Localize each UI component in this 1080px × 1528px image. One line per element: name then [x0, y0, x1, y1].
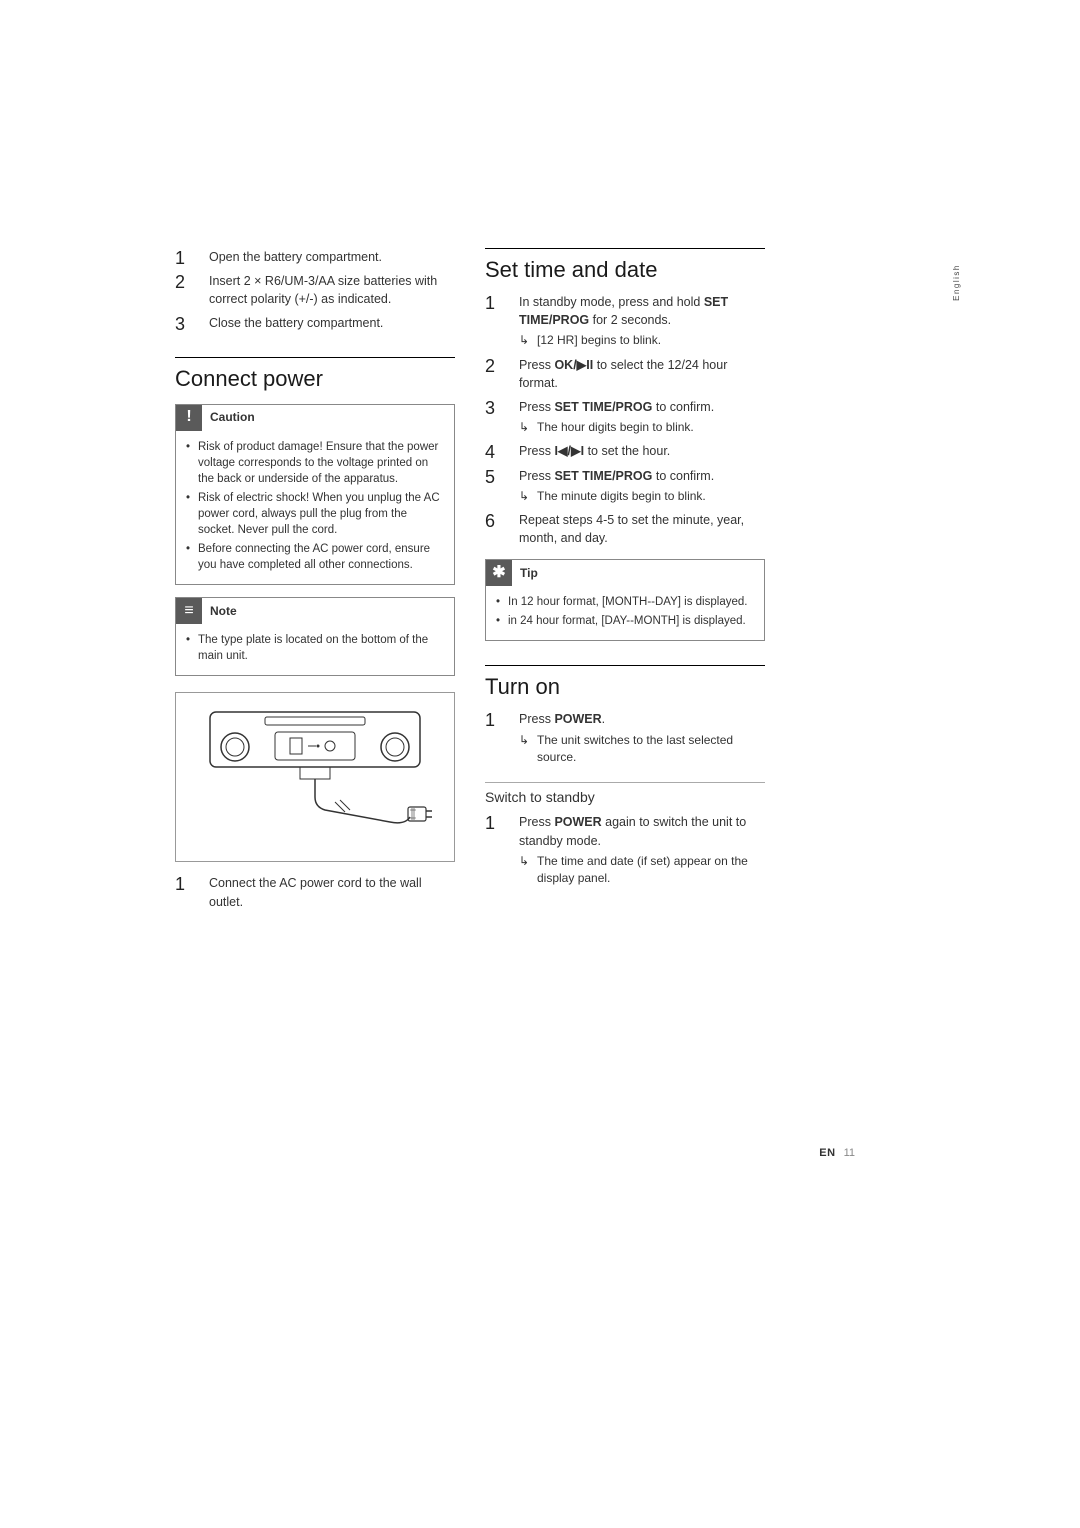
set-time-step-5: 5 Press SET TIME/PROG to confirm. The mi… — [485, 467, 765, 506]
step-text: Close the battery compartment. — [209, 316, 383, 330]
step-sub: The minute digits begin to blink. — [519, 488, 765, 505]
tip-label: Tip — [520, 565, 538, 582]
tip-item: in 24 hour format, [DAY--MONTH] is displ… — [496, 613, 754, 629]
set-time-step-1: 1 In standby mode, press and hold SET TI… — [485, 293, 765, 350]
battery-step-2: 2Insert 2 × R6/UM-3/AA size batteries wi… — [175, 272, 455, 308]
set-time-step-3: 3 Press SET TIME/PROG to confirm. The ho… — [485, 398, 765, 437]
standby-steps: 1 Press POWER again to switch the unit t… — [485, 813, 765, 887]
step-text: Repeat steps 4-5 to set the minute, year… — [519, 513, 744, 545]
page-content: English 1Open the battery compartment. 2… — [175, 248, 855, 917]
battery-step-1: 1Open the battery compartment. — [175, 248, 455, 266]
caution-label: Caution — [210, 409, 255, 426]
step-text: Press POWER. — [519, 712, 605, 726]
tip-header: ✱ Tip — [486, 560, 764, 586]
tip-icon: ✱ — [486, 560, 512, 586]
step-sub: The unit switches to the last selected s… — [519, 732, 765, 767]
note-icon: ≡ — [176, 598, 202, 624]
connect-power-heading: Connect power — [175, 357, 455, 392]
note-header: ≡ Note — [176, 598, 454, 624]
step-text: Press POWER again to switch the unit to … — [519, 815, 746, 847]
caution-item: Risk of product damage! Ensure that the … — [186, 439, 444, 487]
right-column: Set time and date 1 In standby mode, pre… — [485, 248, 765, 893]
set-time-step-4: 4 Press I◀/▶I to set the hour. — [485, 442, 765, 460]
note-item: The type plate is located on the bottom … — [186, 632, 444, 664]
connect-step-1: 1Connect the AC power cord to the wall o… — [175, 874, 455, 910]
footer-page: 11 — [844, 1147, 855, 1159]
set-time-step-6: 6 Repeat steps 4-5 to set the minute, ye… — [485, 511, 765, 547]
tip-box: ✱ Tip In 12 hour format, [MONTH--DAY] is… — [485, 559, 765, 641]
turn-on-steps: 1 Press POWER. The unit switches to the … — [485, 710, 765, 766]
caution-icon: ! — [176, 405, 202, 431]
battery-step-3: 3Close the battery compartment. — [175, 314, 455, 332]
note-box: ≡ Note The type plate is located on the … — [175, 597, 455, 676]
note-label: Note — [210, 603, 237, 620]
set-time-step-2: 2 Press OK/▶II to select the 12/24 hour … — [485, 356, 765, 392]
step-text: Press OK/▶II to select the 12/24 hour fo… — [519, 358, 727, 390]
step-text: Connect the AC power cord to the wall ou… — [209, 876, 422, 908]
standby-heading: Switch to standby — [485, 782, 765, 805]
left-column: 1Open the battery compartment. 2Insert 2… — [175, 248, 455, 917]
step-sub: [12 HR] begins to blink. — [519, 332, 765, 349]
battery-steps: 1Open the battery compartment. 2Insert 2… — [175, 248, 455, 333]
power-cord-illustration — [175, 692, 455, 862]
play-pause-icon: ▶II — [577, 358, 594, 372]
prev-next-icon: I◀/▶I — [554, 444, 584, 458]
step-text: Open the battery compartment. — [209, 250, 382, 264]
step-text: Press SET TIME/PROG to confirm. — [519, 400, 714, 414]
set-time-heading: Set time and date — [485, 248, 765, 283]
page-footer: EN 11 — [819, 1147, 855, 1159]
caution-item: Before connecting the AC power cord, ens… — [186, 541, 444, 573]
step-sub: The hour digits begin to blink. — [519, 419, 765, 436]
step-text: Insert 2 × R6/UM-3/AA size batteries wit… — [209, 274, 437, 306]
tip-item: In 12 hour format, [MONTH--DAY] is displ… — [496, 594, 754, 610]
set-time-steps: 1 In standby mode, press and hold SET TI… — [485, 293, 765, 547]
step-text: In standby mode, press and hold SET TIME… — [519, 295, 728, 327]
language-tab: English — [952, 264, 961, 301]
step-sub: The time and date (if set) appear on the… — [519, 853, 765, 888]
step-text: Press SET TIME/PROG to confirm. — [519, 469, 714, 483]
connect-steps: 1Connect the AC power cord to the wall o… — [175, 874, 455, 910]
footer-lang: EN — [819, 1147, 835, 1159]
step-text: Press I◀/▶I to set the hour. — [519, 444, 670, 458]
caution-header: ! Caution — [176, 405, 454, 431]
caution-item: Risk of electric shock! When you unplug … — [186, 490, 444, 538]
standby-step-1: 1 Press POWER again to switch the unit t… — [485, 813, 765, 887]
caution-box: ! Caution Risk of product damage! Ensure… — [175, 404, 455, 586]
device-svg — [190, 702, 440, 852]
turn-on-heading: Turn on — [485, 665, 765, 700]
turn-on-step-1: 1 Press POWER. The unit switches to the … — [485, 710, 765, 766]
